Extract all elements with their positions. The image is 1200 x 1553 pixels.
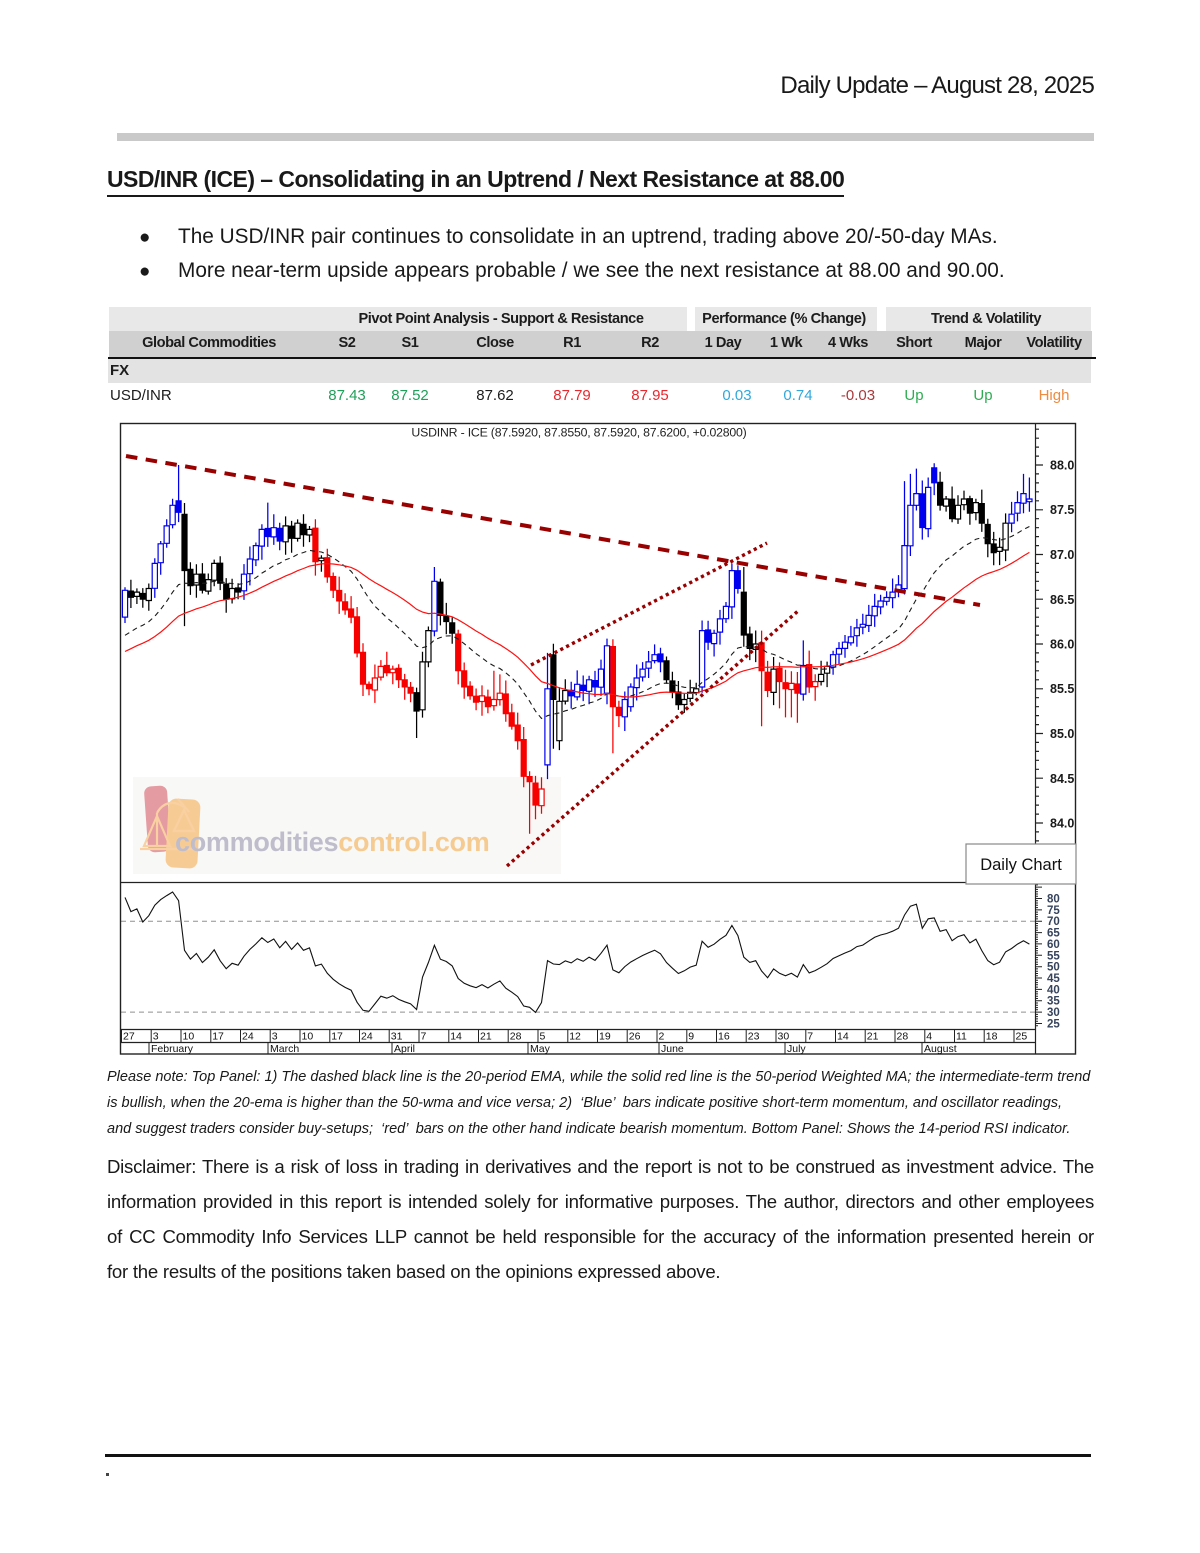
svg-text:26: 26	[629, 1031, 641, 1043]
svg-text:70: 70	[1047, 916, 1060, 928]
svg-text:August: August	[924, 1043, 957, 1055]
svg-text:87.0: 87.0	[1050, 548, 1074, 562]
svg-text:87.5: 87.5	[1050, 503, 1074, 517]
svg-text:35: 35	[1047, 996, 1060, 1008]
svg-text:USDINR - ICE (87.5920, 87.8550: USDINR - ICE (87.5920, 87.8550, 87.5920,…	[411, 426, 746, 440]
svg-text:12: 12	[569, 1031, 581, 1043]
svg-text:10: 10	[183, 1031, 195, 1043]
svg-text:40: 40	[1047, 984, 1060, 996]
svg-text:27: 27	[123, 1031, 135, 1043]
svg-text:3: 3	[153, 1031, 159, 1043]
svg-text:21: 21	[867, 1031, 879, 1043]
svg-text:65: 65	[1047, 928, 1060, 940]
svg-text:24: 24	[242, 1031, 254, 1043]
svg-text:45: 45	[1047, 973, 1060, 985]
svg-text:July: July	[787, 1043, 806, 1055]
svg-text:7: 7	[421, 1031, 427, 1043]
svg-text:11: 11	[956, 1031, 967, 1043]
svg-text:30: 30	[778, 1031, 790, 1043]
svg-text:25: 25	[1016, 1031, 1028, 1043]
svg-text:9: 9	[688, 1031, 694, 1043]
svg-text:60: 60	[1047, 939, 1060, 951]
svg-text:84.0: 84.0	[1050, 817, 1074, 831]
svg-text:28: 28	[897, 1031, 909, 1043]
svg-text:85.5: 85.5	[1050, 682, 1074, 696]
svg-text:5: 5	[540, 1031, 546, 1043]
svg-text:30: 30	[1047, 1007, 1060, 1019]
svg-text:17: 17	[331, 1031, 343, 1043]
svg-text:31: 31	[391, 1031, 403, 1043]
svg-text:14: 14	[450, 1031, 462, 1043]
svg-text:88.0: 88.0	[1050, 459, 1074, 473]
svg-text:23: 23	[748, 1031, 760, 1043]
svg-text:80: 80	[1047, 894, 1060, 906]
svg-text:86.5: 86.5	[1050, 593, 1074, 607]
svg-text:14: 14	[837, 1031, 849, 1043]
svg-text:75: 75	[1047, 905, 1060, 917]
svg-text:June: June	[661, 1043, 684, 1055]
svg-text:4: 4	[926, 1031, 932, 1043]
svg-text:17: 17	[212, 1031, 224, 1043]
svg-text:commoditiescontrol.com: commoditiescontrol.com	[175, 827, 489, 857]
svg-text:19: 19	[599, 1031, 611, 1043]
svg-text:Daily Chart: Daily Chart	[980, 856, 1062, 874]
svg-text:April: April	[394, 1043, 415, 1055]
svg-text:18: 18	[986, 1031, 998, 1043]
svg-text:7: 7	[807, 1031, 813, 1043]
svg-text:55: 55	[1047, 950, 1060, 962]
svg-text:21: 21	[480, 1031, 492, 1043]
svg-text:3: 3	[272, 1031, 278, 1043]
svg-text:16: 16	[718, 1031, 730, 1043]
svg-text:May: May	[530, 1043, 551, 1055]
svg-text:28: 28	[510, 1031, 522, 1043]
svg-text:March: March	[270, 1043, 299, 1055]
svg-text:25: 25	[1047, 1019, 1060, 1031]
svg-text:24: 24	[361, 1031, 373, 1043]
svg-text:85.0: 85.0	[1050, 727, 1074, 741]
svg-text:2: 2	[659, 1031, 665, 1043]
svg-text:50: 50	[1047, 962, 1060, 974]
svg-text:86.0: 86.0	[1050, 638, 1074, 652]
svg-text:February: February	[151, 1043, 194, 1055]
svg-text:84.5: 84.5	[1050, 772, 1074, 786]
svg-text:10: 10	[302, 1031, 314, 1043]
